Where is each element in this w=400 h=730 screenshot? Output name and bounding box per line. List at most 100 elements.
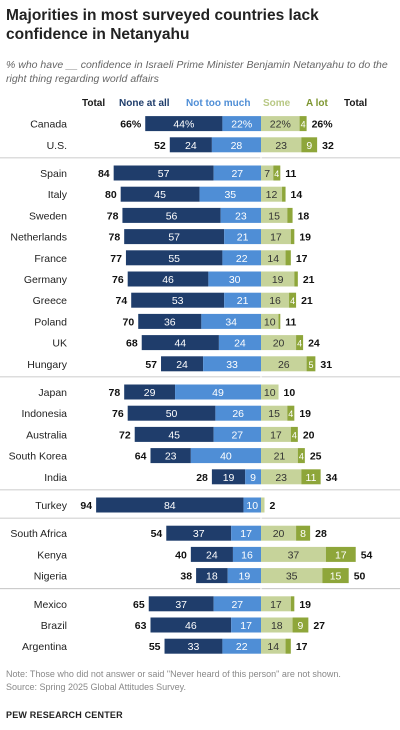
label-some: 10 [264,316,276,328]
category-label: Japan [38,387,67,399]
total-positive-label: 17 [296,253,308,265]
label-none-at-all: 56 [166,210,178,222]
bar-some [261,250,286,266]
label-none-at-all: 46 [185,620,197,632]
bar-none-at-all [148,596,214,612]
label-a-lot: 9 [298,620,304,632]
category-label: Nigeria [34,571,67,583]
bar-a-lot [299,116,307,132]
label-some: 22% [270,119,291,131]
bar-some [261,384,279,400]
bar-none-at-all [169,137,212,153]
bar-some [261,497,265,513]
label-not-too-much: 30 [229,274,241,286]
bar-not-too-much [243,497,261,513]
label-a-lot: 9 [306,140,312,152]
label-not-too-much: 27 [231,429,243,441]
bar-a-lot [294,271,298,287]
bar-not-too-much [215,405,261,421]
label-not-too-much: 33 [226,359,238,371]
bar-some [261,426,291,442]
label-a-lot: 15 [330,571,342,583]
label-some: 16 [269,295,281,307]
label-none-at-all: 24 [176,359,188,371]
category-label: Mexico [34,599,67,611]
category-label: Greece [33,295,68,307]
total-negative-label: 76 [112,408,124,420]
label-some: 14 [267,253,279,265]
label-some: 14 [267,641,279,653]
bar-none-at-all [124,229,225,245]
label-none-at-all: 29 [144,387,156,399]
source-text: Source: Spring 2025 Global Attitudes Sur… [6,681,186,692]
category-label: U.S. [47,140,67,152]
label-some: 17 [270,232,282,244]
bar-not-too-much [213,165,261,181]
label-not-too-much: 16 [241,549,253,561]
category-label: France [34,253,67,265]
label-a-lot: 4 [290,296,295,306]
total-positive-label: 19 [299,599,311,611]
bar-not-too-much [232,546,261,562]
total-negative-label: 77 [110,253,122,265]
legend-some: Some [263,98,291,109]
total-positive-label: 21 [301,295,313,307]
bar-a-lot [290,596,295,612]
bar-none-at-all [196,568,228,584]
label-a-lot: 4 [299,452,304,462]
bar-none-at-all [113,165,214,181]
chart-subtitle: % who have __ confidence in Israeli Prim… [6,59,388,85]
category-label: Argentina [22,641,67,653]
label-not-too-much: 34 [225,316,237,328]
category-label: Poland [34,316,67,328]
header-total-negative: Total [82,98,106,109]
total-negative-label: 72 [119,429,131,441]
label-not-too-much: 22% [231,119,252,131]
total-positive-label: 34 [326,472,338,484]
label-not-too-much: 27 [231,168,243,180]
label-none-at-all: 45 [168,429,180,441]
label-not-too-much: 24 [234,338,246,350]
bar-none-at-all [131,292,225,308]
label-none-at-all: 24 [206,549,218,561]
bar-some [261,292,290,308]
category-label: Brazil [41,620,67,632]
label-a-lot: 4 [301,120,306,130]
label-not-too-much: 17 [240,528,252,540]
bar-some [261,186,283,202]
label-a-lot: 5 [308,360,313,370]
label-some: 17 [270,599,282,611]
total-negative-label: 40 [175,549,187,561]
bar-some [261,229,291,245]
bar-not-too-much [213,596,261,612]
total-negative-label: 78 [109,232,121,244]
legend-not-too-much: Not too much [186,98,251,109]
bar-not-too-much [222,638,261,654]
bar-not-too-much [220,207,261,223]
total-positive-label: 18 [298,210,310,222]
label-not-too-much: 22 [236,253,248,265]
total-positive-label: 24 [308,338,320,350]
total-positive-label: 32 [322,140,334,152]
category-label: South Africa [10,528,67,540]
label-some: 17 [270,429,282,441]
category-label: Turkey [35,500,67,512]
bar-a-lot [285,638,291,654]
label-some: 23 [275,472,287,484]
bar-some [261,313,279,329]
label-some: 35 [286,571,298,583]
bar-some [261,137,302,153]
total-positive-label: 20 [303,429,315,441]
total-positive-label: 31 [320,359,332,371]
label-none-at-all: 84 [164,500,176,512]
label-a-lot: 4 [292,430,297,440]
category-label: Netherlands [10,232,67,244]
bar-some [261,405,288,421]
total-negative-label: 28 [196,472,208,484]
total-negative-label: 52 [154,140,166,152]
bar-not-too-much [222,116,261,132]
label-none-at-all: 45 [154,189,166,201]
bar-not-too-much [190,448,261,464]
bar-not-too-much [199,186,261,202]
bar-a-lot [273,165,281,181]
